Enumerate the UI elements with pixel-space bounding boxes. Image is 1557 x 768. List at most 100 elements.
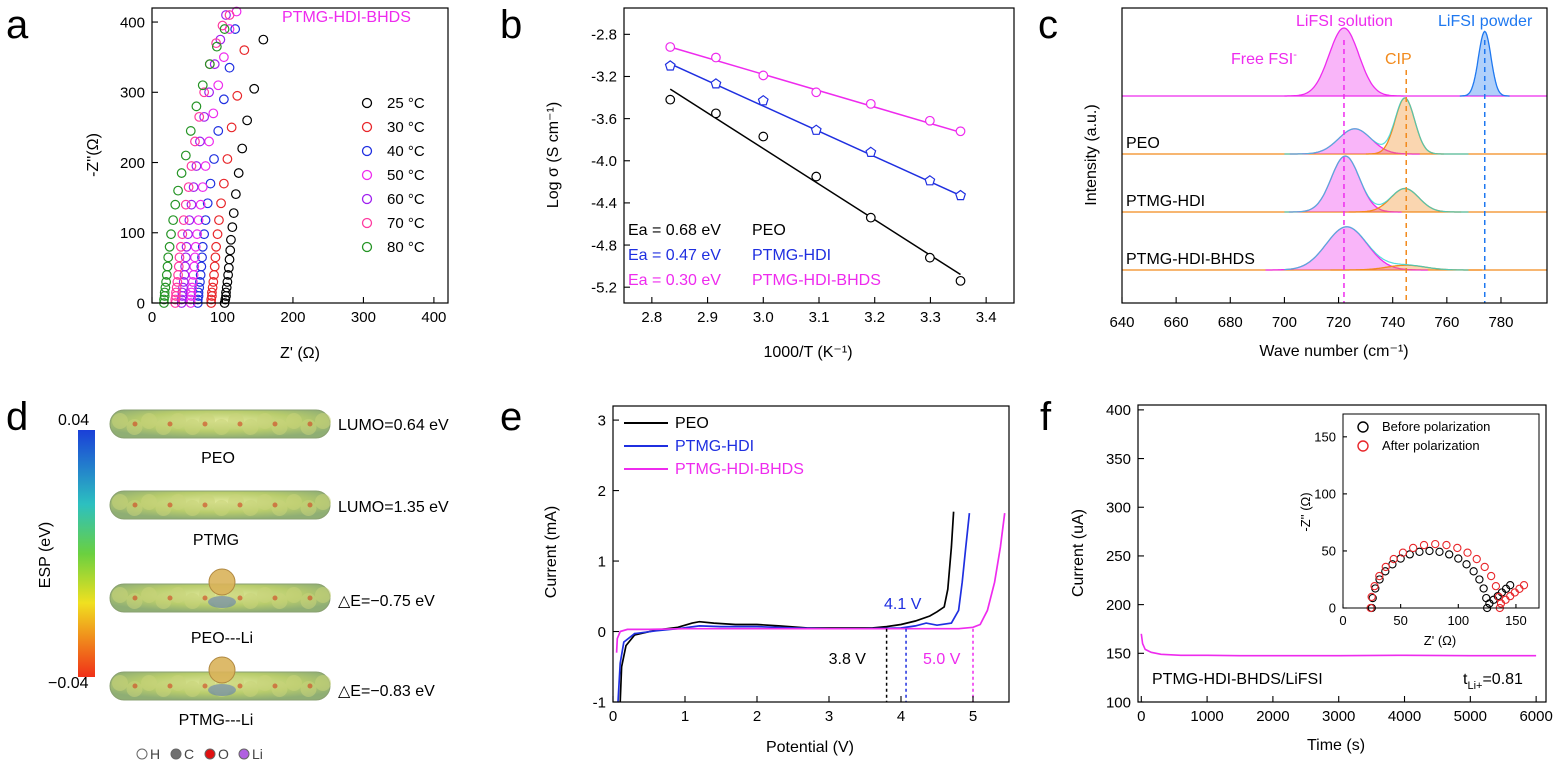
- chart-f-inset-xtick-label-3: 150: [1505, 613, 1527, 628]
- atom-legend-dot-0: [136, 748, 148, 760]
- chart-a-point-s2-16: [218, 94, 229, 105]
- chart-a-legend-marker-1: [361, 121, 373, 133]
- molecule-oxygen-3-1: [167, 683, 173, 689]
- chart-a-point-s0-15: [237, 143, 248, 154]
- chart-f-inset-point-s1-3: [1375, 571, 1384, 581]
- chart-a-point-s6-1: [159, 294, 169, 305]
- chart-b-point-s0-4: [865, 212, 876, 223]
- molecule-oxygen-2-2: [202, 595, 208, 601]
- chart-c-peak-fill-s3-1: [1330, 265, 1482, 270]
- chart-f-ytick-label-4: 300: [1106, 499, 1131, 516]
- chart-c-ylabel: Intensity (a.u.): [1083, 104, 1100, 205]
- chart-a-point-s0-9: [225, 245, 236, 256]
- chart-a-point-s0-8: [224, 254, 235, 265]
- chart-a-point-s5-16: [194, 111, 205, 122]
- chart-f-inset-point-s1-11: [1453, 543, 1462, 553]
- chart-a-point-s5-14: [186, 161, 197, 171]
- chart-e-ytick-label-3: 2: [598, 483, 606, 500]
- chart-c-xtick-label-4: 720: [1326, 314, 1351, 331]
- chart-a-point-s4-15: [195, 136, 205, 147]
- molecule-oxygen-0-4: [272, 421, 278, 427]
- chart-f-inset-ylabel: -Z'' (Ω): [1298, 492, 1313, 531]
- chart-a-point-s5-11: [178, 215, 189, 226]
- chart-a-legend-marker-5: [361, 217, 373, 229]
- chart-c-label-free-sup: -: [1293, 49, 1297, 61]
- chart-a-point-s4-9: [181, 241, 192, 252]
- chart-a-point-s4-20: [221, 10, 231, 20]
- molecule-bead-0-8: [228, 413, 244, 429]
- chart-b-ea-bhds: Ea = 0.30 eV: [628, 272, 721, 289]
- chart-a-point-s5-4: [171, 282, 182, 293]
- chart-f-inset-xtick-label-1: 50: [1393, 613, 1407, 628]
- chart-f-t-sub: Li+: [1467, 680, 1482, 692]
- chart-a-point-s2-4: [194, 282, 205, 293]
- chart-f-xtick-label-3: 3000: [1322, 708, 1355, 725]
- chart-a-point-s6-16: [185, 126, 196, 136]
- molecule-oxygen-1-2: [202, 502, 208, 508]
- chart-f-inset-tail-s1-5: [1519, 581, 1529, 590]
- chart-f-inset-point-s0-16: [1479, 584, 1488, 593]
- chart-f-inset-ytick-label-1: 50: [1322, 543, 1336, 558]
- chart-a-point-s3-16: [208, 108, 219, 119]
- chart-b-point-s1-2: [757, 94, 769, 106]
- molecule-bead-3-0: [112, 675, 128, 691]
- molecule-bead-1-9: [242, 500, 259, 516]
- molecule-oxygen-3-0: [132, 683, 138, 689]
- chart-a-point-s6-4: [160, 282, 171, 293]
- chart-c-peak-fill-s1-0: [1289, 128, 1420, 154]
- chart-f-inset-legend-marker-0: [1357, 421, 1369, 433]
- chart-a-impedance: PTMG-HDI-BHDS 0 100 200 300 400 0 100 200 300 40…: [85, 6, 449, 362]
- molecule-bead-0-4: [170, 413, 186, 429]
- chart-c-raman: 640 660 680 700 720 740 760 780 LiFSI solution …: [1083, 7, 1548, 360]
- chart-f-inset-point-s0-12: [1454, 554, 1463, 563]
- chart-f-sample-label: PTMG-HDI-BHDS/LiFSI: [1152, 671, 1323, 688]
- molecule-bead-0-14: [315, 413, 331, 429]
- chart-a-point-s5-15: [190, 136, 200, 147]
- chart-c-label-cip: CIP: [1385, 51, 1412, 68]
- chart-e-xtick-label-3: 3: [825, 708, 833, 725]
- chart-e-ytick-label-2: 1: [598, 553, 606, 570]
- chart-f-xtick-label-6: 6000: [1519, 708, 1552, 725]
- chart-a-point-s0-16: [242, 115, 253, 126]
- molecule-li-region-3: [208, 684, 236, 696]
- chart-e-legend-label-2: PTMG-HDI-BHDS: [675, 461, 804, 478]
- chart-b-label-ptmg-hdi: PTMG-HDI: [752, 247, 831, 264]
- chart-a-point-s1-17: [239, 45, 250, 56]
- molecule-bead-1-14: [315, 494, 331, 510]
- chart-a-point-s4-18: [209, 59, 220, 70]
- chart-a-point-s0-13: [230, 189, 241, 200]
- chart-b-point-s2-2: [758, 70, 769, 81]
- chart-b-point-s0-1: [711, 108, 721, 119]
- chart-a-point-s1-7: [209, 261, 220, 272]
- chart-c-peak-line-s0-1: [1459, 30, 1510, 97]
- chart-f-ylabel: Current (uA): [1070, 509, 1087, 597]
- molecule-bead-3-1: [126, 681, 143, 697]
- esp-colorbar-max: 0.04: [58, 412, 89, 429]
- molecule-bead-1-12: [286, 494, 302, 510]
- molecule-li-2: [208, 568, 236, 596]
- chart-f-line-0: [1140, 633, 1537, 657]
- chart-b-ylabel: Log σ (S cm⁻¹): [545, 102, 562, 208]
- panel-letter-c: c: [1038, 3, 1058, 47]
- molecule-bead-2-2: [141, 587, 157, 603]
- molecule-bead-0-12: [286, 413, 302, 429]
- chart-e-xtick-label-0: 0: [609, 708, 617, 725]
- chart-f-inset-point-s0-1: [1368, 593, 1377, 603]
- chart-f-xlabel: Time (s): [1307, 737, 1365, 754]
- molecule-surface-0: [109, 409, 331, 439]
- molecule-oxygen-3-4: [272, 683, 278, 689]
- chart-c-envelope-3: [1284, 226, 1469, 271]
- chart-f-inset-point-s0-8: [1415, 547, 1424, 556]
- molecule-oxygen-2-4: [272, 595, 278, 601]
- chart-b-ytick-label-5: -4.8: [591, 237, 617, 254]
- molecule-oxygen-0-2: [202, 421, 208, 427]
- chart-e-legend-label-1: PTMG-HDI: [675, 438, 754, 455]
- esp-colorbar: [78, 430, 95, 677]
- chart-c-xtick-label-0: 640: [1109, 314, 1134, 331]
- chart-a-legend-label-0: 25 °C: [387, 95, 425, 112]
- molecule-value-ptmg: LUMO=1.35 eV: [338, 499, 449, 516]
- chart-e-ylabel: Current (mA): [543, 506, 560, 598]
- chart-a-point-s1-14: [222, 154, 233, 164]
- chart-b-point-s1-6: [955, 189, 967, 201]
